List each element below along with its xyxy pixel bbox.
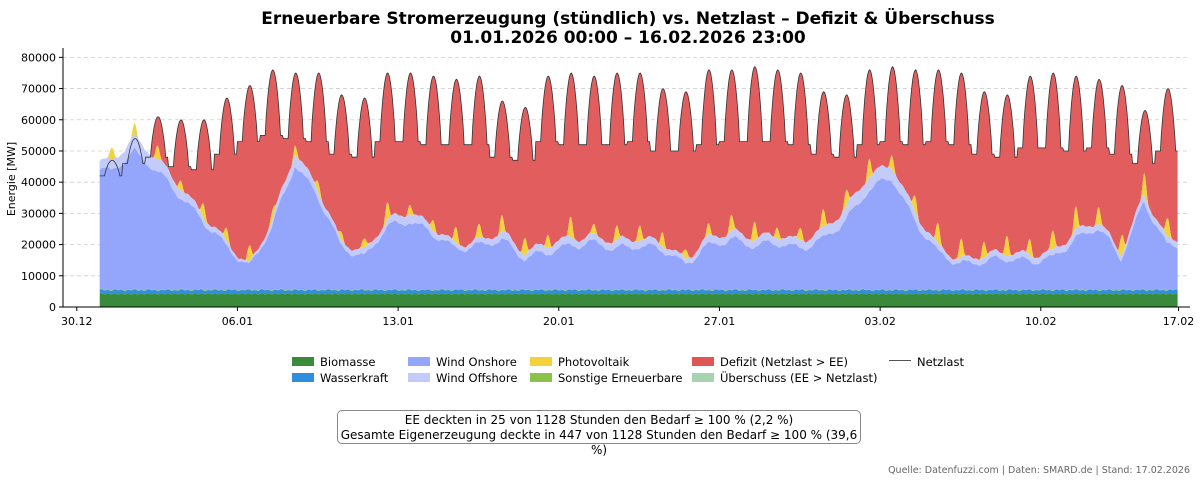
stats-line-1: EE deckten in 25 von 1128 Stunden den Be… (404, 413, 794, 427)
deficit-area (99, 66, 1178, 261)
legend-label: Überschuss (EE > Netzlast) (720, 371, 878, 385)
legend-swatch (292, 357, 314, 366)
x-tick-label: 10.02 (1025, 315, 1057, 328)
biomasse-area (99, 293, 1178, 307)
legend-swatch (692, 373, 714, 382)
legend-item-wasserkraft: Wasserkraft (292, 370, 388, 386)
legend-swatch (408, 373, 430, 382)
legend-swatch (408, 357, 430, 366)
legend-label: Wind Onshore (436, 355, 517, 369)
legend-item-sonstige: Sonstige Erneuerbare (530, 370, 683, 386)
legend-swatch (530, 357, 552, 366)
chart: Erneuerbare Stromerzeugung (stündlich) v… (5, 7, 1194, 328)
x-tick-label: 17.02 (1163, 315, 1195, 328)
sonstige-area (99, 288, 1178, 292)
photovoltaik-area (99, 123, 1178, 262)
legend-item-biomasse: Biomasse (292, 354, 375, 370)
axes: 0 10000 20000 30000 40000 50000 60000 70000 8000… (21, 48, 1194, 328)
y-tick-label: 50000 (21, 145, 56, 158)
x-tick-label: 03.02 (864, 315, 896, 328)
y-tick-label: 80000 (21, 51, 56, 64)
plot-area (99, 66, 1178, 307)
y-tick-label: 40000 (21, 176, 56, 189)
y-axis-label: Energie [MW] (5, 142, 18, 216)
chart-title-line2: 01.01.2026 00:00 – 16.02.2026 23:00 (450, 28, 806, 48)
y-tick-label: 30000 (21, 207, 56, 220)
legend-label: Photovoltaik (558, 355, 630, 369)
legend-item-ueberschuss: Überschuss (EE > Netzlast) (692, 370, 877, 386)
legend-label: Netzlast (917, 355, 964, 369)
legend-line-swatch (889, 360, 911, 361)
y-tick-label: 0 (49, 301, 56, 314)
x-tick-label: 20.01 (543, 315, 575, 328)
y-tick-label: 20000 (21, 239, 56, 252)
legend-swatch (692, 357, 714, 366)
legend-item-wind-offshore: Wind Offshore (408, 370, 517, 386)
x-tick-label: 06.01 (222, 315, 254, 328)
legend-label: Defizit (Netzlast > EE) (720, 355, 848, 369)
legend-item-wind-onshore: Wind Onshore (408, 354, 517, 370)
netzlast-line (99, 66, 1178, 177)
x-tick-label: 13.01 (382, 315, 414, 328)
legend-item-netzlast: Netzlast (889, 354, 964, 370)
y-tick-label: 10000 (21, 270, 56, 283)
stats-line-2: Gesamte Eigenerzeugung deckte in 447 von… (340, 428, 858, 457)
source-note: Quelle: Datenfuzzi.com | Daten: SMARD.de… (888, 465, 1190, 476)
legend-label: Wasserkraft (320, 371, 389, 385)
y-tick-label: 60000 (21, 114, 56, 127)
x-tick-label: 30.12 (61, 315, 93, 328)
stats-box: EE deckten in 25 von 1128 Stunden den Be… (337, 410, 861, 457)
legend-label: Sonstige Erneuerbare (558, 371, 683, 385)
legend-label: Wind Offshore (436, 371, 518, 385)
wind-onshore-area (99, 147, 1178, 291)
legend-swatch (292, 373, 314, 382)
legend-label: Biomasse (320, 355, 376, 369)
legend-item-defizit: Defizit (Netzlast > EE) (692, 354, 848, 370)
y-tick-label: 70000 (21, 83, 56, 96)
wasserkraft-area (99, 289, 1178, 295)
x-tick-label: 27.01 (704, 315, 736, 328)
legend-item-photovoltaik: Photovoltaik (530, 354, 629, 370)
legend: Biomasse Wasserkraft Wind Onshore Wind O… (292, 354, 992, 388)
legend-swatch (530, 373, 552, 382)
chart-title-line1: Erneuerbare Stromerzeugung (stündlich) v… (261, 7, 995, 29)
